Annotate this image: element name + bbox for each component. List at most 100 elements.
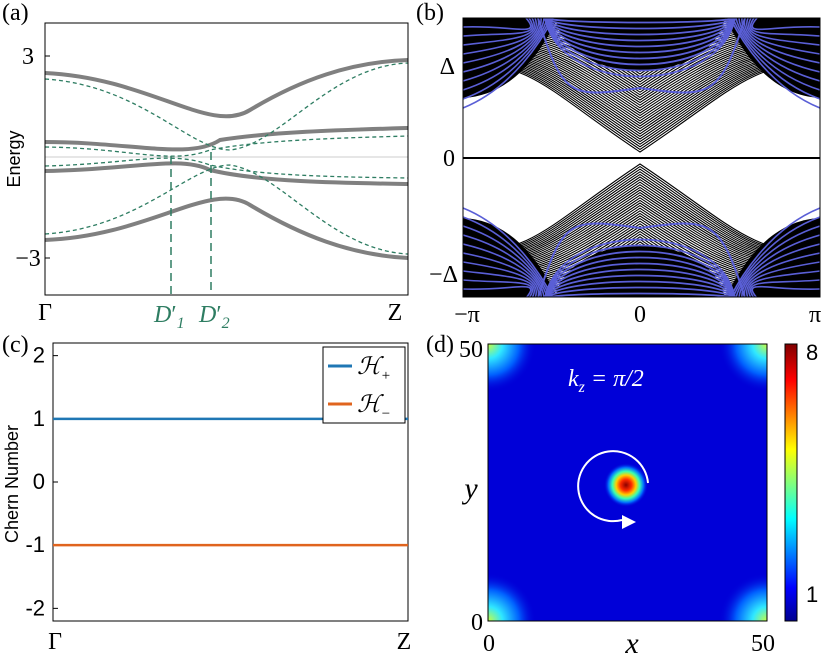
surface-band — [544, 18, 736, 72]
surface-band — [743, 252, 820, 297]
surface-band — [749, 18, 820, 37]
surface-band — [544, 250, 736, 297]
dashed-band-4 — [45, 164, 408, 255]
xtick-gamma: Γ — [48, 629, 62, 655]
panel-c-ylabel: Chern Number — [2, 425, 22, 543]
legend-box — [322, 346, 406, 424]
surface-band — [544, 238, 736, 297]
surface-band — [745, 18, 820, 55]
surface-band — [544, 18, 736, 54]
ytick-delta: Δ — [440, 54, 455, 80]
surface-band — [463, 270, 535, 297]
surface-band — [748, 270, 820, 297]
surface-band — [738, 18, 820, 82]
localized-state-peak — [604, 463, 648, 507]
surface-band — [544, 18, 736, 66]
xtick-minus-pi: −π — [454, 302, 480, 328]
ytick-label: -1 — [25, 532, 45, 557]
legend-label-hplus: ℋ+ — [357, 354, 391, 384]
surface-band — [545, 292, 735, 297]
surface-band — [463, 18, 538, 55]
xtick-0: 0 — [483, 631, 495, 657]
xtick-gamma: Γ — [38, 300, 52, 326]
chern-axis: 2 1 0 -1 -2 — [25, 343, 58, 620]
surface-band — [544, 18, 736, 24]
panel-c: (c) 2 1 0 -1 -2 Chern Number Γ Z ℋ+ ℋ− — [2, 332, 411, 655]
panel-a-ylabel: Energy — [4, 130, 24, 187]
ytick-label: -2 — [25, 595, 45, 620]
colorbar — [784, 343, 798, 622]
surface-band — [745, 261, 820, 297]
band-lower-inner — [45, 161, 408, 186]
marker-d1-label: D′1 — [153, 302, 185, 332]
ytick-3: 3 — [22, 44, 34, 70]
ytick-50: 50 — [459, 337, 483, 363]
surface-band — [751, 285, 820, 297]
ytick-zero: 0 — [443, 146, 455, 172]
surface-band — [544, 18, 736, 48]
xtick-zero: 0 — [634, 302, 646, 328]
surface-band — [463, 18, 540, 64]
surface-band — [463, 18, 545, 82]
panel-b: (b) Δ 0 −Δ −π 0 π — [416, 0, 821, 328]
surface-band — [749, 279, 820, 297]
bulk-region-left — [463, 18, 558, 98]
ytick-minus-delta: −Δ — [429, 262, 458, 288]
bulk-region-center — [555, 18, 725, 71]
surface-band — [735, 225, 820, 297]
ytick-minus3: −3 — [15, 246, 41, 272]
panel-d-frame — [487, 343, 768, 622]
corner-glow-tl — [488, 344, 536, 392]
surface-band — [463, 234, 545, 297]
surface-band — [544, 268, 736, 297]
bulk-region-left — [463, 218, 558, 297]
legend: ℋ+ ℋ− — [322, 346, 406, 424]
ytick-label: 2 — [33, 343, 45, 368]
ytick-label: 0 — [33, 469, 45, 494]
surface-band — [463, 18, 532, 31]
surface-band — [463, 18, 535, 46]
arrow-head — [622, 515, 636, 529]
chern-series — [53, 417, 408, 547]
bulk-region-right — [725, 18, 820, 98]
panel-d-xlabel: x — [624, 627, 639, 659]
surface-band — [463, 225, 548, 297]
surface-band — [729, 207, 820, 297]
kz-annotation: kz = π/2 — [568, 366, 644, 396]
surface-band — [463, 18, 548, 91]
colorbar-tick-min: 1 — [806, 582, 818, 607]
bulk-band — [463, 18, 820, 19]
surface-band — [463, 285, 532, 297]
panel-d-ylabel: y — [461, 472, 478, 505]
dashed-band-1 — [45, 62, 408, 151]
xtick-z: Z — [397, 629, 412, 655]
dashed-band-3 — [45, 157, 408, 179]
surface-band — [463, 261, 538, 297]
surface-band — [732, 18, 820, 100]
ytick-label: 1 — [33, 406, 45, 431]
panel-a-plot-area — [45, 58, 408, 295]
gap-edge — [537, 222, 746, 297]
surface-band — [544, 18, 736, 78]
surface-band — [544, 18, 736, 30]
surface-band — [751, 18, 820, 31]
corner-glow-br — [719, 573, 767, 621]
panel-d-label: (d) — [426, 332, 454, 358]
bulk-band — [463, 18, 820, 19]
surface-band — [748, 18, 820, 46]
panel-b-plot-area — [463, 18, 820, 297]
colorbar-tick-max: 8 — [806, 340, 818, 365]
panel-d: (d) kz = π/2 50 0 0 50 x y 8 1 — [426, 332, 818, 659]
heatmap — [488, 344, 767, 621]
surface-band — [544, 18, 736, 36]
xtick-pi: π — [809, 302, 821, 328]
circulation-arrow — [577, 450, 649, 523]
surface-band — [743, 18, 820, 64]
dashed-band-2 — [45, 135, 408, 157]
panel-b-frame — [462, 17, 821, 298]
band-structure — [463, 18, 820, 297]
surface-band — [544, 256, 736, 297]
surface-band — [738, 234, 820, 297]
surface-band — [544, 18, 736, 60]
